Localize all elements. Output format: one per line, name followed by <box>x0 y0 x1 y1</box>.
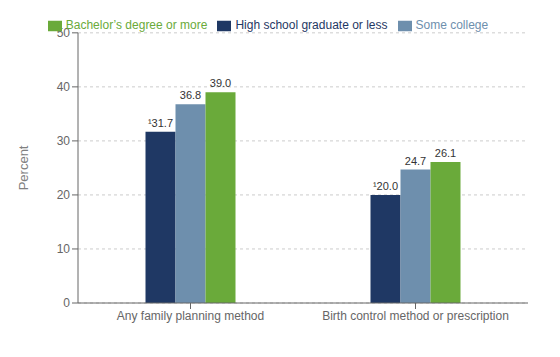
svg-text:0: 0 <box>63 296 70 310</box>
svg-text:Percent: Percent <box>16 145 31 190</box>
svg-text:50: 50 <box>57 26 71 40</box>
svg-text:Any family planning method: Any family planning method <box>117 309 264 323</box>
svg-text:39.0: 39.0 <box>210 77 231 89</box>
svg-text:¹20.0: ¹20.0 <box>373 180 398 192</box>
svg-text:26.1: 26.1 <box>435 147 456 159</box>
html-text:Bachelor’s degree or more: Bachelor’s degree or more <box>65 18 208 32</box>
svg-text:36.8: 36.8 <box>180 89 201 101</box>
svg-text:Birth control method or prescr: Birth control method or prescription <box>322 309 509 323</box>
html-text:High school graduate or less: High school graduate or less <box>235 18 388 32</box>
svg-text:¹31.7: ¹31.7 <box>148 117 173 129</box>
svg-text:10: 10 <box>57 242 71 256</box>
svg-text:20: 20 <box>57 188 71 202</box>
svg-text:30: 30 <box>57 134 71 148</box>
svg-text:40: 40 <box>57 80 71 94</box>
html-text:Some college: Some college <box>415 18 489 32</box>
svg-text:24.7: 24.7 <box>405 155 426 167</box>
